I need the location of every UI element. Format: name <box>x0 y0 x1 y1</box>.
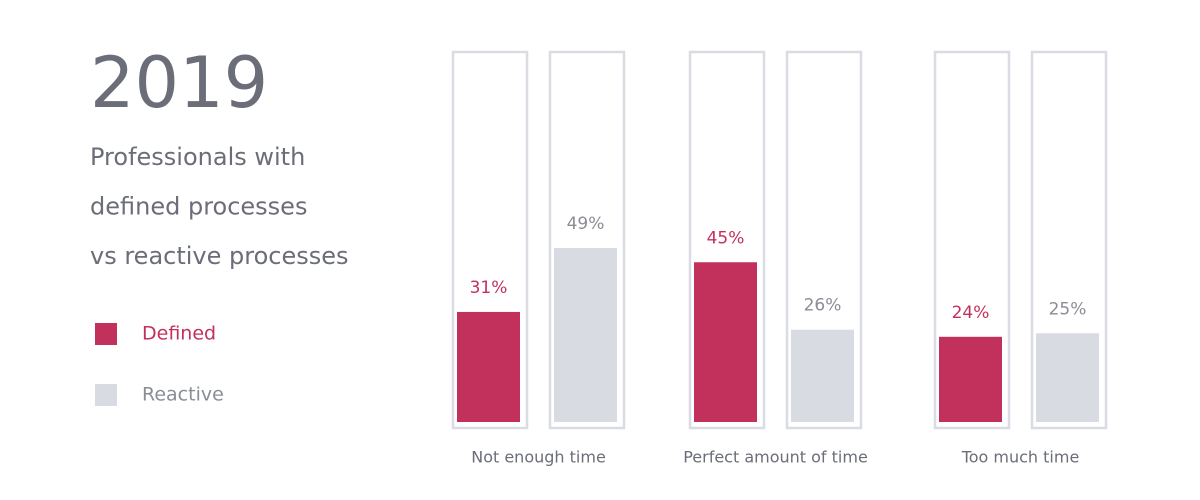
legend-swatch <box>95 323 117 345</box>
legend-label: Defined <box>142 323 216 345</box>
value-label: 45% <box>707 228 745 248</box>
value-label: 25% <box>1049 299 1087 319</box>
bar <box>791 329 854 422</box>
value-label: 49% <box>567 214 605 234</box>
x-tick-label: Too much time <box>961 448 1080 467</box>
bar-frame <box>548 50 626 430</box>
value-label: 31% <box>470 278 508 298</box>
bar-frame <box>1030 50 1108 430</box>
bar-frame <box>785 50 863 430</box>
chart-subtitle: vs reactive processes <box>90 242 349 270</box>
x-tick-label: Not enough time <box>471 448 606 467</box>
bar <box>1036 333 1099 422</box>
legend-swatch <box>95 384 117 406</box>
bar-frame <box>451 50 529 430</box>
bar <box>939 336 1002 422</box>
bar <box>554 248 617 422</box>
bar <box>457 311 520 422</box>
bar-frame <box>933 50 1011 430</box>
value-label: 24% <box>952 303 990 323</box>
chart-subtitle: defined processes <box>90 193 307 221</box>
bar <box>694 262 757 422</box>
value-label: 26% <box>804 296 842 316</box>
x-tick-label: Perfect amount of time <box>683 448 868 467</box>
chart-subtitle: Professionals with <box>90 143 305 171</box>
chart-title: 2019 <box>90 42 268 124</box>
legend-label: Reactive <box>142 384 224 406</box>
bar-frame <box>688 50 766 430</box>
